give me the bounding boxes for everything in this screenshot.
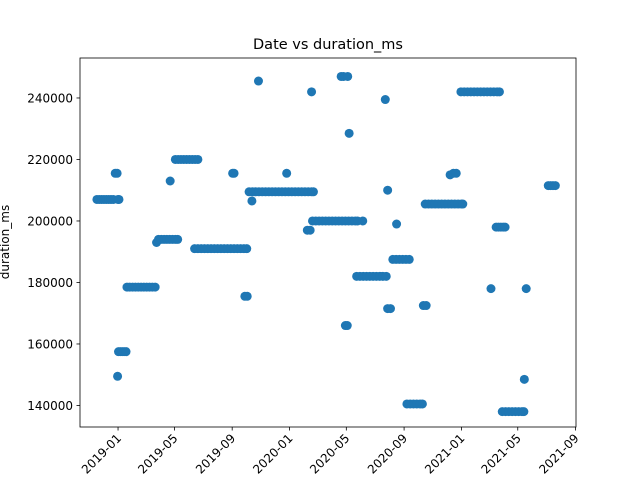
- data-point: [193, 154, 203, 164]
- data-point: [383, 185, 393, 195]
- data-point: [114, 194, 124, 204]
- data-point: [451, 168, 461, 178]
- data-point: [358, 216, 368, 226]
- data-point: [165, 176, 175, 186]
- data-point: [282, 168, 292, 178]
- data-point: [343, 71, 353, 81]
- y-axis-label: duration_ms: [0, 205, 12, 279]
- y-tick-label: 200000: [27, 214, 73, 228]
- data-point: [381, 271, 391, 281]
- data-point: [494, 87, 504, 97]
- chart-title: Date vs duration_ms: [253, 37, 403, 53]
- data-point: [253, 76, 263, 86]
- data-point: [307, 87, 317, 97]
- data-point: [344, 128, 354, 138]
- y-axis-ticks: 140000 160000 180000 200000 220000 240000: [27, 91, 80, 413]
- data-point: [150, 282, 160, 292]
- data-point: [486, 284, 496, 294]
- data-point: [458, 199, 468, 209]
- data-point: [385, 304, 395, 314]
- data-point: [500, 222, 510, 232]
- data-points: [92, 71, 560, 417]
- data-point: [519, 374, 529, 384]
- y-tick-label: 160000: [27, 337, 73, 351]
- data-point: [521, 284, 531, 294]
- data-point: [305, 225, 315, 235]
- data-point: [392, 219, 402, 229]
- data-point: [404, 254, 414, 264]
- y-tick-label: 180000: [27, 276, 73, 290]
- data-point: [308, 187, 318, 197]
- y-tick-label: 220000: [27, 153, 73, 167]
- data-point: [550, 181, 560, 191]
- data-point: [342, 321, 352, 331]
- data-point: [417, 399, 427, 409]
- data-point: [519, 407, 529, 417]
- data-point: [242, 244, 252, 254]
- data-point: [380, 95, 390, 105]
- data-point: [229, 168, 239, 178]
- y-tick-label: 240000: [27, 91, 73, 105]
- data-point: [247, 196, 257, 206]
- axes-frame: [79, 57, 577, 428]
- data-point: [112, 168, 122, 178]
- y-tick-label: 140000: [27, 399, 73, 413]
- data-point: [421, 301, 431, 311]
- data-point: [242, 291, 252, 301]
- data-point: [121, 347, 131, 357]
- data-point: [173, 234, 183, 244]
- data-point: [113, 371, 123, 381]
